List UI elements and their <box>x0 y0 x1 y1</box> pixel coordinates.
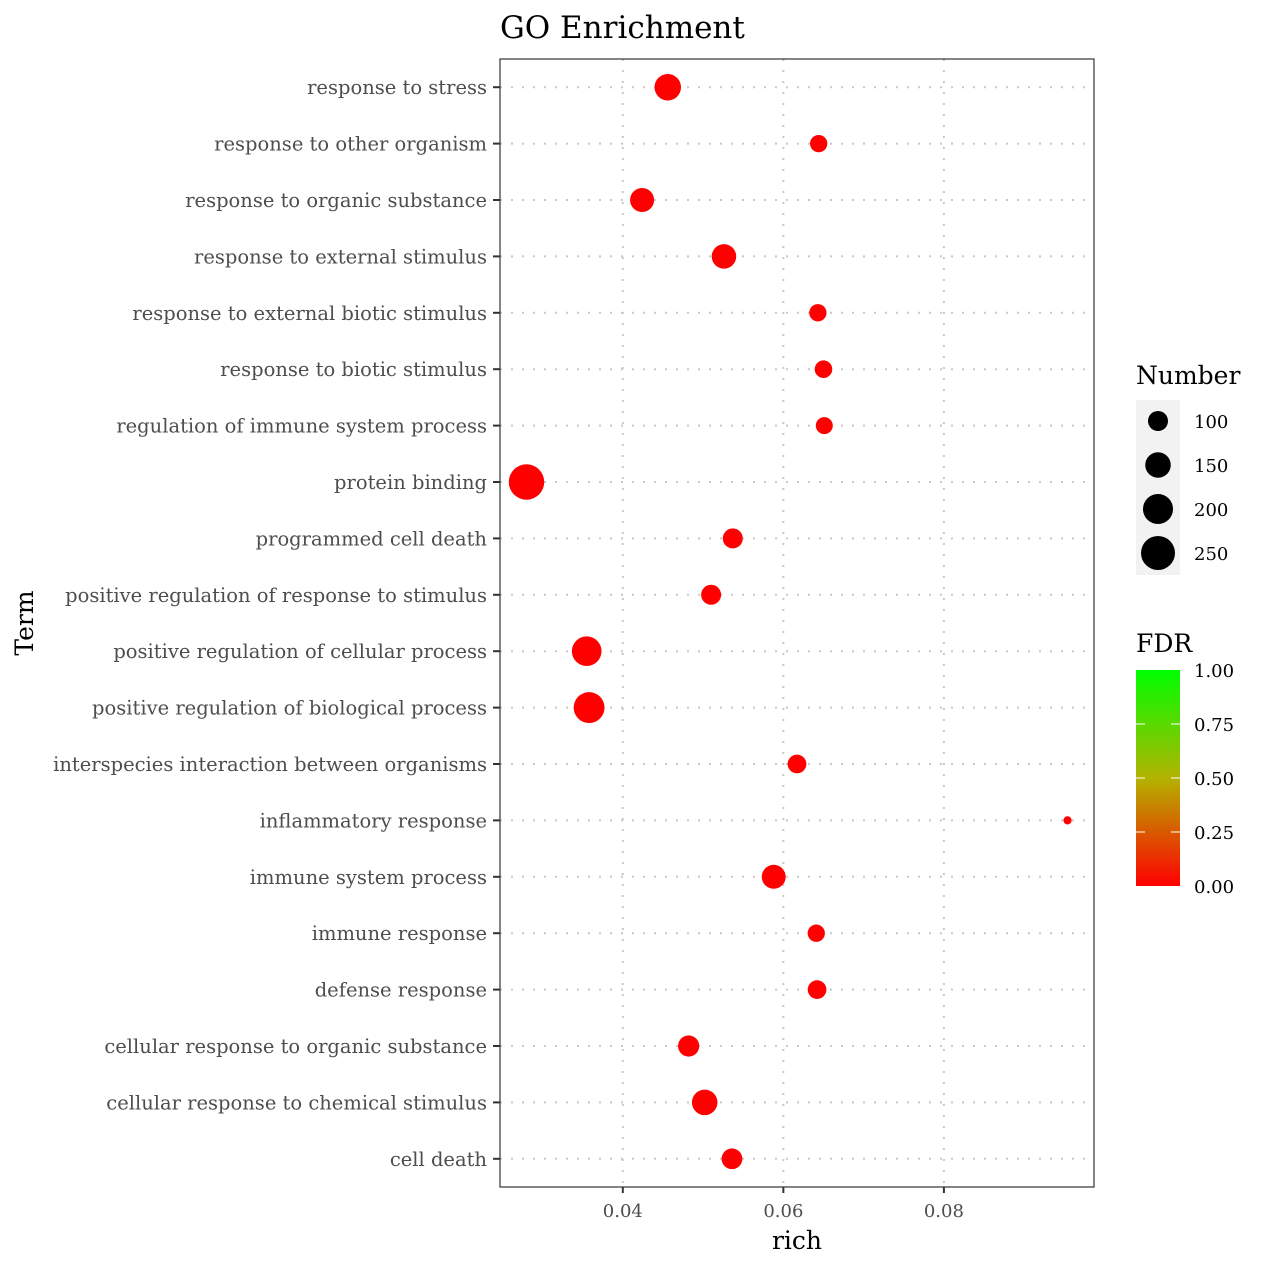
x-tick-label: 0.06 <box>763 1201 803 1222</box>
y-tick-label: immune system process <box>250 866 487 889</box>
y-tick-label: response to stress <box>307 76 487 99</box>
x-tick-label: 0.04 <box>603 1201 643 1222</box>
size-legend-label: 100 <box>1194 412 1228 433</box>
y-tick-label: defense response <box>315 979 487 1002</box>
y-tick-label: inflammatory response <box>260 809 487 832</box>
data-point <box>810 134 828 153</box>
plot-border <box>499 58 1095 1188</box>
data-point <box>1063 816 1072 825</box>
color-legend-title: FDR <box>1136 629 1193 658</box>
x-axis-title: rich <box>772 1226 822 1255</box>
y-tick-label: immune response <box>312 922 487 945</box>
data-points <box>508 73 1072 1170</box>
data-point <box>761 864 786 889</box>
data-point <box>807 924 825 942</box>
data-point <box>573 692 605 724</box>
y-tick-label: positive regulation of cellular process <box>113 640 487 663</box>
data-point <box>721 1148 743 1170</box>
y-tick-label: response to biotic stimulus <box>220 358 487 381</box>
data-point <box>807 980 827 999</box>
data-point <box>787 754 807 774</box>
plot-panel <box>500 59 1094 1187</box>
size-legend-label: 250 <box>1194 544 1228 565</box>
size-legend-title: Number <box>1136 361 1240 390</box>
data-point <box>722 528 743 549</box>
size-legend-key <box>1142 493 1174 525</box>
size-legend-label: 200 <box>1194 500 1228 521</box>
color-legend: FDR 1.00 0.75 0.50 0.25 0.00 <box>1136 629 1234 898</box>
chart-title: GO Enrichment <box>500 10 745 46</box>
data-point <box>711 244 737 269</box>
color-legend-label: 0.00 <box>1194 877 1234 898</box>
y-tick-label: positive regulation of biological proces… <box>92 697 487 720</box>
data-point <box>508 464 545 500</box>
x-tick-label: 0.08 <box>924 1201 964 1222</box>
y-tick-label: cellular response to organic substance <box>104 1035 487 1058</box>
color-legend-label: 0.25 <box>1194 823 1234 844</box>
color-legend-label: 0.75 <box>1194 715 1234 736</box>
y-tick-label: programmed cell death <box>256 527 488 550</box>
data-point <box>571 636 602 667</box>
y-tick-label: response to external stimulus <box>194 245 487 268</box>
y-tick-label: response to organic substance <box>185 189 487 212</box>
color-legend-label: 0.50 <box>1194 769 1234 790</box>
size-legend: Number 100 150 200 250 <box>1136 361 1240 575</box>
data-point <box>678 1035 700 1057</box>
y-axis: response to stress response to other orga… <box>53 76 500 1171</box>
y-tick-label: response to external biotic stimulus <box>132 302 487 325</box>
y-tick-label: positive regulation of response to stimu… <box>65 584 487 607</box>
size-legend-key <box>1141 536 1175 570</box>
data-point <box>814 360 833 378</box>
y-tick-label: cell death <box>390 1148 488 1171</box>
y-tick-label: interspecies interaction between organis… <box>53 753 487 776</box>
y-tick-label: regulation of immune system process <box>116 415 487 438</box>
y-tick-label: cellular response to chemical stimulus <box>106 1091 487 1114</box>
size-legend-key <box>1145 452 1171 478</box>
size-legend-label: 150 <box>1194 456 1228 477</box>
data-point <box>809 304 827 322</box>
y-axis-title: Term <box>10 590 39 655</box>
data-point <box>815 417 833 435</box>
x-axis: 0.04 0.06 0.08 <box>603 1187 964 1222</box>
data-point <box>654 73 682 101</box>
size-legend-key <box>1148 411 1168 431</box>
data-point <box>691 1089 718 1116</box>
data-point <box>701 584 722 605</box>
y-tick-label: protein binding <box>334 471 487 494</box>
data-point <box>630 188 655 212</box>
color-legend-label: 1.00 <box>1194 661 1234 682</box>
y-tick-label: response to other organism <box>214 133 487 156</box>
